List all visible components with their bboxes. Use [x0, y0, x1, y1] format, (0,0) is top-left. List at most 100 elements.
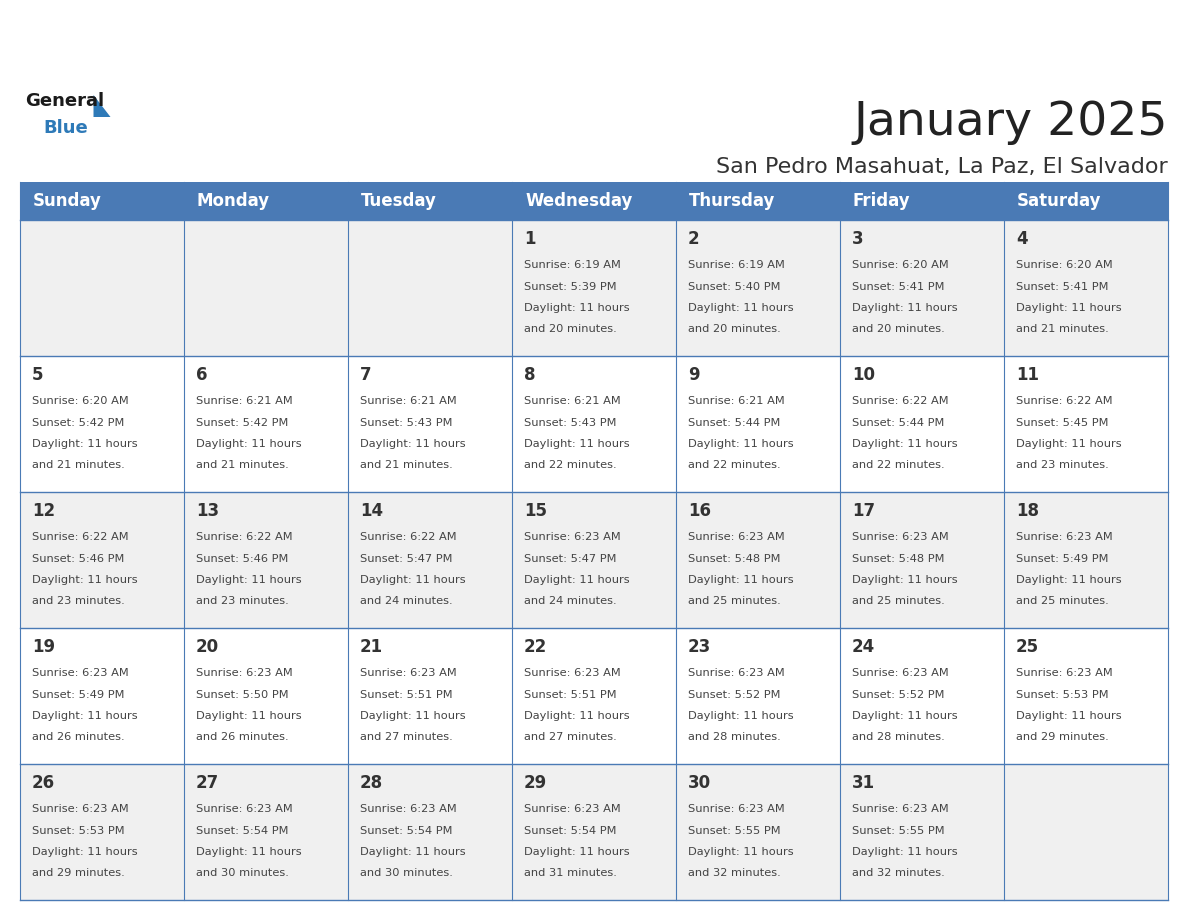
Text: Sunset: 5:51 PM: Sunset: 5:51 PM	[524, 689, 617, 700]
Text: and 20 minutes.: and 20 minutes.	[524, 324, 617, 334]
Text: 21: 21	[360, 638, 383, 656]
Text: and 20 minutes.: and 20 minutes.	[688, 324, 781, 334]
Text: Daylight: 11 hours: Daylight: 11 hours	[852, 439, 958, 449]
Text: Sunrise: 6:19 AM: Sunrise: 6:19 AM	[688, 260, 785, 270]
Text: and 25 minutes.: and 25 minutes.	[688, 597, 781, 607]
Text: Wednesday: Wednesday	[525, 192, 632, 210]
Text: Sunset: 5:39 PM: Sunset: 5:39 PM	[524, 282, 617, 292]
Text: Sunset: 5:52 PM: Sunset: 5:52 PM	[688, 689, 781, 700]
Text: Sunrise: 6:23 AM: Sunrise: 6:23 AM	[1016, 668, 1113, 678]
Text: 16: 16	[688, 502, 710, 520]
Text: Tuesday: Tuesday	[361, 192, 437, 210]
Text: Sunrise: 6:23 AM: Sunrise: 6:23 AM	[524, 532, 621, 542]
Text: Sunset: 5:54 PM: Sunset: 5:54 PM	[360, 825, 453, 835]
Text: Sunrise: 6:22 AM: Sunrise: 6:22 AM	[32, 532, 128, 542]
Text: Daylight: 11 hours: Daylight: 11 hours	[688, 575, 794, 585]
Text: Sunset: 5:47 PM: Sunset: 5:47 PM	[524, 554, 617, 564]
Text: Sunrise: 6:23 AM: Sunrise: 6:23 AM	[688, 532, 785, 542]
Text: and 28 minutes.: and 28 minutes.	[852, 733, 944, 743]
Text: Sunday: Sunday	[33, 192, 102, 210]
Text: and 23 minutes.: and 23 minutes.	[1016, 461, 1108, 471]
Text: Sunset: 5:48 PM: Sunset: 5:48 PM	[852, 554, 944, 564]
Text: and 24 minutes.: and 24 minutes.	[360, 597, 453, 607]
Text: and 20 minutes.: and 20 minutes.	[852, 324, 944, 334]
Bar	[840, 182, 1004, 220]
Text: Sunrise: 6:23 AM: Sunrise: 6:23 AM	[688, 668, 785, 678]
Text: 30: 30	[688, 774, 712, 792]
Text: Sunrise: 6:23 AM: Sunrise: 6:23 AM	[196, 668, 292, 678]
Text: Daylight: 11 hours: Daylight: 11 hours	[1016, 711, 1121, 721]
Text: and 21 minutes.: and 21 minutes.	[196, 461, 289, 471]
Text: 2: 2	[688, 230, 700, 248]
Text: and 32 minutes.: and 32 minutes.	[852, 868, 944, 879]
Text: 28: 28	[360, 774, 383, 792]
Text: 18: 18	[1016, 502, 1040, 520]
Text: and 30 minutes.: and 30 minutes.	[360, 868, 453, 879]
Text: Daylight: 11 hours: Daylight: 11 hours	[524, 575, 630, 585]
Text: Sunset: 5:54 PM: Sunset: 5:54 PM	[196, 825, 289, 835]
Text: 15: 15	[524, 502, 546, 520]
Text: Daylight: 11 hours: Daylight: 11 hours	[852, 575, 958, 585]
Text: Daylight: 11 hours: Daylight: 11 hours	[688, 847, 794, 857]
Text: 20: 20	[196, 638, 219, 656]
Text: Daylight: 11 hours: Daylight: 11 hours	[524, 439, 630, 449]
Text: Daylight: 11 hours: Daylight: 11 hours	[1016, 575, 1121, 585]
Text: Saturday: Saturday	[1017, 192, 1101, 210]
Text: and 25 minutes.: and 25 minutes.	[852, 597, 944, 607]
Bar	[184, 182, 348, 220]
Text: Daylight: 11 hours: Daylight: 11 hours	[360, 575, 466, 585]
Text: 25: 25	[1016, 638, 1040, 656]
Text: Daylight: 11 hours: Daylight: 11 hours	[688, 711, 794, 721]
Text: Sunrise: 6:23 AM: Sunrise: 6:23 AM	[852, 532, 949, 542]
Text: Sunrise: 6:21 AM: Sunrise: 6:21 AM	[196, 396, 292, 406]
Text: 5: 5	[32, 366, 44, 384]
Text: Sunrise: 6:20 AM: Sunrise: 6:20 AM	[32, 396, 128, 406]
Bar	[20, 764, 1168, 900]
Text: and 32 minutes.: and 32 minutes.	[688, 868, 781, 879]
Text: Blue: Blue	[43, 119, 88, 137]
Text: Sunrise: 6:23 AM: Sunrise: 6:23 AM	[524, 668, 621, 678]
Bar	[348, 182, 512, 220]
Text: Sunrise: 6:23 AM: Sunrise: 6:23 AM	[32, 668, 128, 678]
Text: Daylight: 11 hours: Daylight: 11 hours	[196, 439, 302, 449]
Text: and 21 minutes.: and 21 minutes.	[32, 461, 125, 471]
Bar	[512, 182, 676, 220]
Text: Sunset: 5:53 PM: Sunset: 5:53 PM	[1016, 689, 1108, 700]
Text: Thursday: Thursday	[689, 192, 776, 210]
Text: Sunrise: 6:22 AM: Sunrise: 6:22 AM	[196, 532, 292, 542]
Text: and 22 minutes.: and 22 minutes.	[688, 461, 781, 471]
Text: Sunrise: 6:21 AM: Sunrise: 6:21 AM	[524, 396, 621, 406]
Text: Sunrise: 6:22 AM: Sunrise: 6:22 AM	[852, 396, 949, 406]
Text: Sunset: 5:54 PM: Sunset: 5:54 PM	[524, 825, 617, 835]
Text: Sunset: 5:48 PM: Sunset: 5:48 PM	[688, 554, 781, 564]
Text: Daylight: 11 hours: Daylight: 11 hours	[32, 575, 138, 585]
Text: Daylight: 11 hours: Daylight: 11 hours	[524, 711, 630, 721]
Text: and 27 minutes.: and 27 minutes.	[360, 733, 453, 743]
Bar	[20, 492, 1168, 628]
Text: Sunset: 5:41 PM: Sunset: 5:41 PM	[852, 282, 944, 292]
Text: Daylight: 11 hours: Daylight: 11 hours	[360, 847, 466, 857]
Text: Sunrise: 6:23 AM: Sunrise: 6:23 AM	[852, 804, 949, 814]
Text: and 21 minutes.: and 21 minutes.	[360, 461, 453, 471]
Text: Sunset: 5:47 PM: Sunset: 5:47 PM	[360, 554, 453, 564]
Text: Sunset: 5:55 PM: Sunset: 5:55 PM	[852, 825, 944, 835]
Text: Sunrise: 6:23 AM: Sunrise: 6:23 AM	[360, 668, 456, 678]
Text: and 28 minutes.: and 28 minutes.	[688, 733, 781, 743]
Text: and 29 minutes.: and 29 minutes.	[32, 868, 125, 879]
Text: 23: 23	[688, 638, 712, 656]
Text: Daylight: 11 hours: Daylight: 11 hours	[196, 847, 302, 857]
Text: 27: 27	[196, 774, 220, 792]
Text: Daylight: 11 hours: Daylight: 11 hours	[688, 439, 794, 449]
Text: 3: 3	[852, 230, 864, 248]
Text: San Pedro Masahuat, La Paz, El Salvador: San Pedro Masahuat, La Paz, El Salvador	[716, 157, 1168, 177]
Text: Daylight: 11 hours: Daylight: 11 hours	[688, 303, 794, 313]
Text: Daylight: 11 hours: Daylight: 11 hours	[524, 847, 630, 857]
Text: Sunset: 5:44 PM: Sunset: 5:44 PM	[688, 418, 781, 428]
Text: 7: 7	[360, 366, 372, 384]
Text: General: General	[25, 92, 105, 110]
Text: 8: 8	[524, 366, 536, 384]
Text: Sunset: 5:44 PM: Sunset: 5:44 PM	[852, 418, 944, 428]
Text: 31: 31	[852, 774, 876, 792]
Text: 6: 6	[196, 366, 208, 384]
Text: Daylight: 11 hours: Daylight: 11 hours	[196, 711, 302, 721]
